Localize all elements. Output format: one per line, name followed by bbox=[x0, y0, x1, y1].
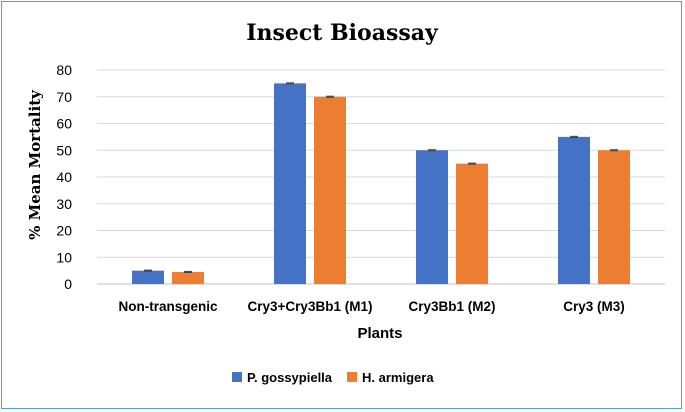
y-tick-label: 60 bbox=[56, 116, 72, 132]
bars bbox=[132, 82, 630, 284]
y-tick-labels: 0 10 20 30 40 50 60 70 80 bbox=[56, 62, 72, 292]
bar-p-gossypiella-1 bbox=[274, 83, 306, 284]
legend: P. gossypiella H. armigera bbox=[232, 370, 434, 385]
category-label: Cry3+Cry3Bb1 (M1) bbox=[248, 299, 373, 314]
y-tick-label: 0 bbox=[64, 276, 72, 292]
bar-h-armigera-3 bbox=[598, 150, 630, 284]
y-tick-label: 10 bbox=[56, 249, 72, 265]
bar-p-gossypiella-2 bbox=[416, 150, 448, 284]
y-axis-title: % Mean Mortality bbox=[26, 89, 44, 240]
bar-p-gossypiella-0 bbox=[132, 270, 164, 284]
legend-swatch-1 bbox=[347, 372, 358, 382]
y-tick-label: 50 bbox=[56, 142, 72, 158]
y-tick-label: 30 bbox=[56, 196, 72, 212]
legend-swatch-0 bbox=[232, 372, 242, 382]
legend-label-0: P. gossypiella bbox=[247, 370, 333, 385]
category-label: Cry3 (M3) bbox=[563, 299, 625, 314]
y-tick-label: 20 bbox=[56, 223, 72, 239]
category-labels: Non-transgenic Cry3+Cry3Bb1 (M1) Cry3Bb1 (… bbox=[118, 299, 624, 314]
y-tick-label: 80 bbox=[56, 62, 72, 78]
x-axis-title: Plants bbox=[357, 325, 402, 342]
legend-label-1: H. armigera bbox=[362, 370, 434, 385]
bar-h-armigera-1 bbox=[314, 96, 346, 284]
bar-h-armigera-2 bbox=[456, 163, 488, 284]
category-label: Cry3Bb1 (M2) bbox=[408, 299, 495, 314]
chart-title: Insect Bioassay bbox=[246, 20, 439, 46]
y-tick-label: 40 bbox=[56, 169, 72, 185]
y-tick-label: 70 bbox=[56, 89, 72, 105]
bar-h-armigera-0 bbox=[172, 271, 204, 284]
bar-p-gossypiella-3 bbox=[558, 136, 590, 284]
category-label: Non-transgenic bbox=[118, 299, 218, 314]
